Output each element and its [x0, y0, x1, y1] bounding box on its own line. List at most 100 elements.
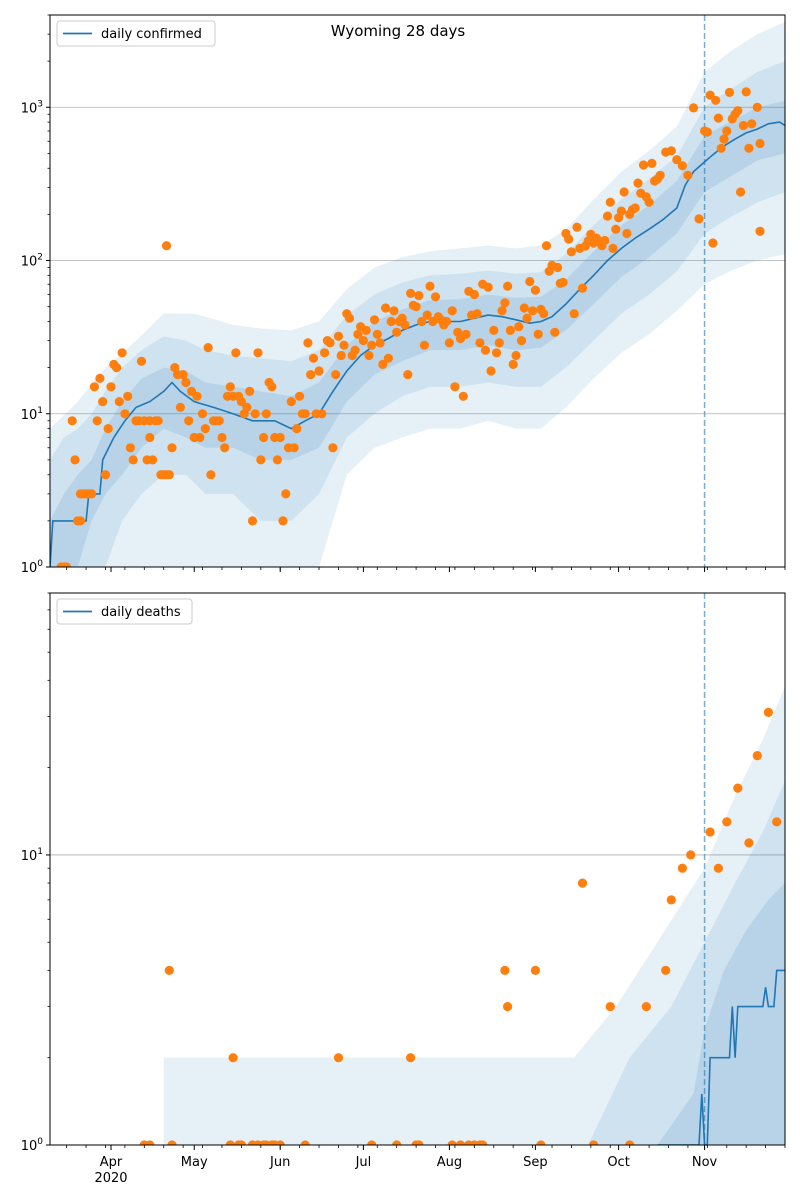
observed-point	[430, 292, 441, 302]
legend-label: daily confirmed	[101, 27, 202, 42]
observed-point	[724, 87, 735, 97]
observed-point	[572, 222, 582, 232]
observed-point	[747, 119, 757, 129]
observed-point	[553, 262, 563, 273]
observed-point	[170, 363, 180, 373]
observed-point	[755, 226, 765, 236]
observed-point	[736, 187, 746, 197]
median-line	[657, 969, 785, 1145]
observed-point	[100, 470, 111, 480]
observed-point	[392, 1140, 402, 1145]
observed-point	[292, 424, 302, 434]
y-tick-label: 103	[21, 99, 43, 116]
observed-point	[286, 397, 296, 407]
observed-point	[483, 282, 493, 292]
observed-point	[267, 382, 277, 392]
legend: daily confirmed	[56, 20, 216, 47]
observed-point	[505, 325, 515, 335]
observed-point	[633, 178, 643, 188]
y-tick-label: 101	[21, 847, 43, 864]
observed-point	[228, 1053, 238, 1063]
observed-point	[744, 143, 754, 153]
observed-point	[217, 432, 227, 443]
observed-point	[148, 455, 158, 465]
observed-point	[328, 443, 338, 453]
observed-point	[203, 343, 213, 353]
observed-point	[314, 366, 324, 376]
observed-point	[444, 338, 454, 348]
observed-point	[497, 306, 507, 316]
observed-point	[369, 315, 380, 325]
observed-point	[303, 338, 313, 348]
observed-point	[475, 338, 485, 348]
observed-point	[164, 965, 174, 976]
observed-point	[738, 120, 749, 131]
y-tick-label: 100	[21, 1137, 44, 1154]
observed-point	[661, 965, 671, 976]
observed-point	[178, 370, 188, 380]
observed-point	[566, 247, 577, 257]
observed-point	[92, 416, 102, 426]
observed-point	[644, 197, 654, 207]
observed-point	[300, 1140, 310, 1145]
observed-point	[722, 817, 732, 827]
observed-point	[480, 345, 491, 355]
observed-point	[503, 281, 513, 291]
observed-point	[333, 1053, 344, 1063]
observed-point	[383, 353, 393, 363]
x-tick-label: Sep	[523, 1155, 548, 1170]
observed-point	[123, 391, 133, 401]
observed-point	[419, 340, 429, 350]
observed-point	[564, 234, 574, 244]
observed-point	[358, 336, 368, 346]
observed-point	[272, 455, 282, 465]
observed-point	[744, 838, 754, 848]
observed-point	[247, 516, 258, 526]
observed-point	[70, 455, 80, 465]
x-tick-label: Oct	[607, 1155, 629, 1170]
observed-point	[763, 707, 774, 718]
observed-point	[638, 160, 649, 170]
observed-point	[417, 316, 427, 327]
observed-point	[353, 329, 363, 339]
observed-point	[478, 1140, 488, 1145]
observed-point	[367, 340, 377, 350]
observed-point	[711, 95, 721, 105]
observed-point	[214, 416, 224, 426]
observed-point	[333, 331, 344, 341]
observed-point	[89, 382, 99, 392]
observed-point	[508, 359, 518, 369]
observed-point	[539, 309, 549, 319]
observed-point	[195, 432, 205, 443]
observed-point	[713, 863, 724, 873]
observed-point	[458, 391, 468, 401]
observed-point	[236, 1140, 246, 1145]
observed-point	[442, 316, 452, 327]
observed-point	[514, 322, 524, 332]
observed-point	[339, 340, 349, 350]
observed-point	[336, 350, 346, 361]
observed-point	[602, 211, 613, 221]
observed-point	[577, 878, 588, 888]
observed-point	[530, 285, 541, 295]
observed-point	[392, 327, 402, 337]
y-tick-label: 101	[21, 406, 43, 423]
observed-point	[622, 228, 632, 239]
observed-point	[161, 241, 172, 251]
observed-point	[722, 126, 732, 136]
x-year-label: 2020	[94, 1171, 127, 1186]
observed-point	[98, 397, 108, 407]
observed-point	[114, 397, 124, 407]
observed-point	[236, 397, 246, 407]
observed-point	[733, 783, 743, 793]
observed-point	[528, 306, 538, 316]
observed-point	[683, 170, 693, 180]
observed-point	[677, 863, 688, 873]
observed-point	[145, 1140, 155, 1145]
legend-label: daily deaths	[101, 605, 181, 620]
observed-point	[447, 1140, 457, 1145]
observed-point	[605, 1002, 615, 1012]
observed-point	[422, 310, 432, 320]
observed-point	[719, 134, 729, 144]
observed-point	[225, 382, 235, 392]
